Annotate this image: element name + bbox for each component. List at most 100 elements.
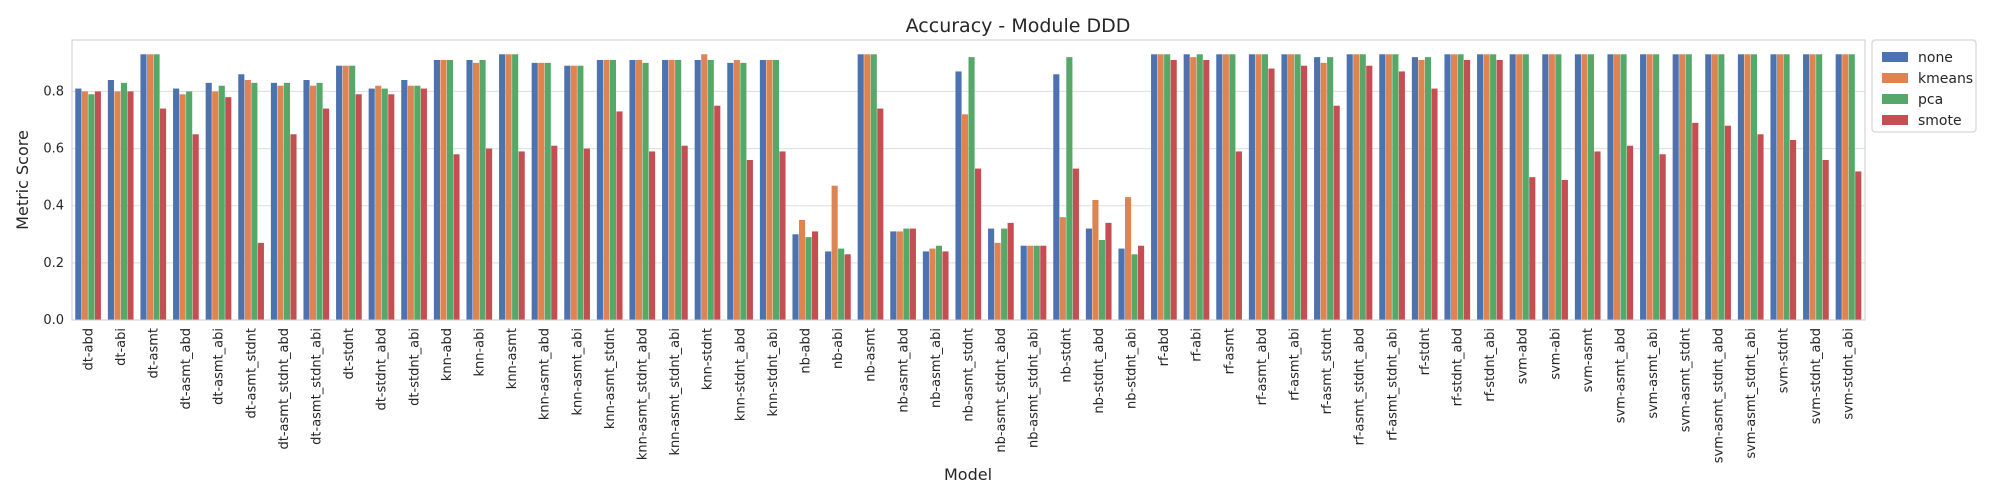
bar-smote <box>1464 60 1471 320</box>
bar-smote <box>1496 60 1503 320</box>
bar-none <box>1346 54 1353 320</box>
bar-pca <box>1294 54 1301 320</box>
y-axis-ticks: 0.0 0.2 0.4 0.6 0.8 <box>43 84 64 328</box>
bar-none <box>466 60 473 320</box>
bar-pca <box>1783 54 1790 320</box>
bar-kmeans <box>1548 54 1555 320</box>
x-tick-label: svm-asmt_stdnt_abd <box>1711 328 1726 463</box>
x-tick-label: knn-stdnt_abd <box>733 328 748 421</box>
x-tick-label: nb-asmt_stdnt <box>962 328 977 422</box>
bar-smote <box>94 91 101 321</box>
x-tick-label: svm-stdnt <box>1777 328 1792 393</box>
bar-none <box>140 54 147 320</box>
bar-kmeans <box>668 60 675 320</box>
bar-none <box>75 88 82 320</box>
x-tick-label: dt-stdnt <box>342 328 357 380</box>
x-tick-label: nb-stdnt_abi <box>1125 328 1140 409</box>
bar-none <box>303 80 310 320</box>
bar-smote <box>1659 154 1666 320</box>
bar-kmeans <box>179 94 186 320</box>
bar-smote <box>1757 134 1764 320</box>
bar-pca <box>968 57 975 320</box>
bar-pca <box>838 248 845 320</box>
bar-none <box>1509 54 1516 320</box>
bar-kmeans <box>407 85 414 321</box>
bar-pca <box>381 88 388 320</box>
legend-swatch-pca <box>1882 94 1908 104</box>
bar-none <box>1118 248 1125 320</box>
chart-title: Accuracy - Module DDD <box>906 15 1131 37</box>
bar-smote <box>225 97 232 320</box>
x-tick-label: nb-abd <box>799 328 814 374</box>
bar-none <box>727 62 734 321</box>
bar-kmeans <box>81 91 88 321</box>
bar-none <box>1183 54 1190 320</box>
x-tick-label: nb-asmt_abd <box>896 328 911 413</box>
bar-smote <box>877 108 884 320</box>
x-tick-label: svm-asmt_stdnt <box>1679 328 1694 432</box>
bar-pca <box>1033 245 1040 320</box>
bar-kmeans <box>146 54 154 320</box>
x-tick-label: dt-asmt_stdnt_abd <box>277 328 292 449</box>
bar-none <box>1607 54 1614 320</box>
bar-kmeans <box>472 62 480 321</box>
bar-kmeans <box>798 220 806 320</box>
bar-kmeans <box>244 80 251 320</box>
bar-smote <box>1790 140 1797 320</box>
x-tick-label: dt-asmt_stdnt <box>244 328 259 419</box>
x-tick-label: knn-asmt_stdnt_abd <box>636 328 651 460</box>
y-tick-label: 0.0 <box>43 313 64 328</box>
bar-kmeans <box>1483 54 1490 320</box>
bar-none <box>1770 54 1777 320</box>
bar-pca <box>479 60 486 320</box>
bar-pca <box>609 60 617 320</box>
bar-kmeans <box>440 60 447 320</box>
bar-pca <box>1327 57 1334 320</box>
bar-pca <box>1685 54 1692 320</box>
bar-smote <box>1138 245 1145 320</box>
bar-kmeans <box>733 60 740 320</box>
bar-smote <box>1072 168 1079 320</box>
bar-smote <box>1235 151 1242 320</box>
bar-kmeans <box>1222 54 1229 320</box>
x-tick-label: dt-asmt_abd <box>179 328 194 410</box>
bar-none <box>1803 54 1810 320</box>
bar-kmeans <box>929 248 936 320</box>
x-tick-label: rf-asmt_stdnt <box>1320 328 1335 414</box>
bar-smote <box>1822 160 1829 320</box>
bar-smote <box>420 88 427 320</box>
bar-none <box>336 65 343 321</box>
legend-swatch-smote <box>1882 115 1908 125</box>
bar-pca <box>414 85 421 321</box>
bar-kmeans <box>1744 54 1751 320</box>
x-tick-label: rf-asmt_abi <box>1288 328 1303 401</box>
x-tick-label: dt-asmt_stdnt_abi <box>310 328 325 445</box>
bar-pca <box>805 237 812 320</box>
bar-smote <box>290 134 297 320</box>
plot-frame <box>71 39 1866 321</box>
bar-kmeans <box>896 231 903 320</box>
bar-none <box>1248 54 1255 320</box>
bar-none <box>564 65 571 321</box>
bar-smote <box>583 148 590 320</box>
bar-kmeans <box>1353 54 1360 320</box>
bar-none <box>1053 74 1060 320</box>
bar-none <box>596 60 603 320</box>
x-tick-label: svm-asmt_abi <box>1646 328 1661 419</box>
bar-smote <box>649 151 656 320</box>
legend: none kmeans pca smote <box>1871 39 1977 133</box>
bar-kmeans <box>277 85 284 321</box>
bar-pca <box>1164 54 1171 320</box>
x-tick-label: svm-stdnt_abi <box>1842 328 1857 420</box>
x-tick-label: knn-asmt <box>505 328 520 389</box>
x-tick-label: knn-abi <box>473 328 488 377</box>
bar-smote <box>518 151 525 320</box>
x-tick-label: knn-asmt_abd <box>538 328 553 420</box>
bar-smote <box>1431 88 1438 320</box>
bar-none <box>1314 57 1321 320</box>
bar-pca <box>772 60 780 320</box>
x-tick-label: svm-abd <box>1516 328 1531 384</box>
bar-none <box>890 231 897 320</box>
bar-kmeans <box>1320 62 1327 321</box>
bar-none <box>1574 54 1581 320</box>
